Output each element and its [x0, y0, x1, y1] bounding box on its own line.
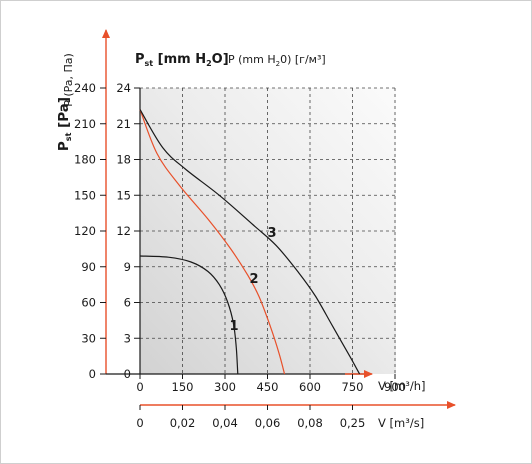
x-tick-h-label-300: 300 — [214, 380, 236, 394]
x-tick-s-label-1: 0,02 — [170, 416, 196, 430]
curve-label-2: 2 — [249, 272, 258, 287]
y-tick-pa-label-150: 150 — [74, 188, 96, 202]
y-tick-pa-label-210: 210 — [74, 117, 96, 131]
x-tick-s-label-5: 0,25 — [340, 416, 366, 430]
y-axis-mmh2o-title: Pst [mm H2O] — [135, 52, 229, 68]
y-tick-mm-label-15: 15 — [116, 188, 131, 202]
x-axis-m3s-label: V [m³/s] — [378, 416, 424, 430]
y-tick-mm-label-21: 21 — [116, 117, 131, 131]
x-ticks-m3h: 0 150 300 450 600 750 900 — [136, 374, 406, 394]
x-tick-h-label-0: 0 — [136, 380, 143, 394]
y-tick-mm-label-6: 6 — [124, 296, 131, 310]
x-ticks-m3s: 0 0,02 0,04 0,06 0,08 0,25 — [136, 405, 365, 430]
x-tick-s-label-4: 0,08 — [297, 416, 323, 430]
y-tick-pa-label-120: 120 — [74, 224, 96, 238]
curve-label-3: 3 — [267, 226, 276, 241]
y-axis-pa-title: Pst [Pa] — [56, 97, 73, 151]
y-tick-pa-label-90: 90 — [81, 260, 96, 274]
x-tick-h-label-600: 600 — [299, 380, 321, 394]
x-tick-h-label-750: 750 — [342, 380, 364, 394]
curve-2 — [139, 109, 286, 375]
y-axis-alt-title: P (mm H20) [г/м³] — [228, 53, 326, 68]
y-tick-pa-label-30: 30 — [81, 331, 96, 345]
x-tick-h-label-150: 150 — [172, 380, 194, 394]
y-tick-mm-label-9: 9 — [124, 260, 131, 274]
curve-3 — [139, 109, 361, 375]
y-tick-mm-label-24: 24 — [116, 81, 131, 95]
y-ticks-mmh2o: 0 3 6 9 12 15 18 21 24 — [116, 81, 140, 381]
x-axis-m3h-label: V [m³/h] — [378, 379, 425, 393]
y-tick-mm-label-18: 18 — [116, 153, 131, 167]
x-tick-s-label-0: 0 — [136, 416, 143, 430]
curves — [139, 109, 361, 375]
x-tick-h-label-450: 450 — [257, 380, 279, 394]
y-tick-pa-label-180: 180 — [74, 153, 96, 167]
y-axis-cyrillic-label: P (Pa, Па) — [62, 53, 75, 107]
y-ticks-pa: 0 30 60 90 120 150 180 210 240 — [74, 81, 106, 381]
y-tick-pa-label-240: 240 — [74, 81, 96, 95]
y-tick-pa-label-60: 60 — [81, 296, 96, 310]
y-tick-mm-label-12: 12 — [116, 224, 131, 238]
x-tick-h-label-900: 900 — [384, 380, 406, 394]
grid-lines — [140, 87, 396, 374]
y-tick-mm-label-3: 3 — [124, 331, 131, 345]
x-tick-s-label-3: 0,06 — [255, 416, 281, 430]
curve-label-1: 1 — [229, 319, 238, 334]
curve-1 — [139, 255, 239, 375]
curve-labels: 1 2 3 — [229, 226, 276, 334]
y-tick-pa-label-0: 0 — [89, 367, 96, 381]
y-tick-mm-label-0: 0 — [124, 367, 131, 381]
x-tick-s-label-2: 0,04 — [212, 416, 238, 430]
